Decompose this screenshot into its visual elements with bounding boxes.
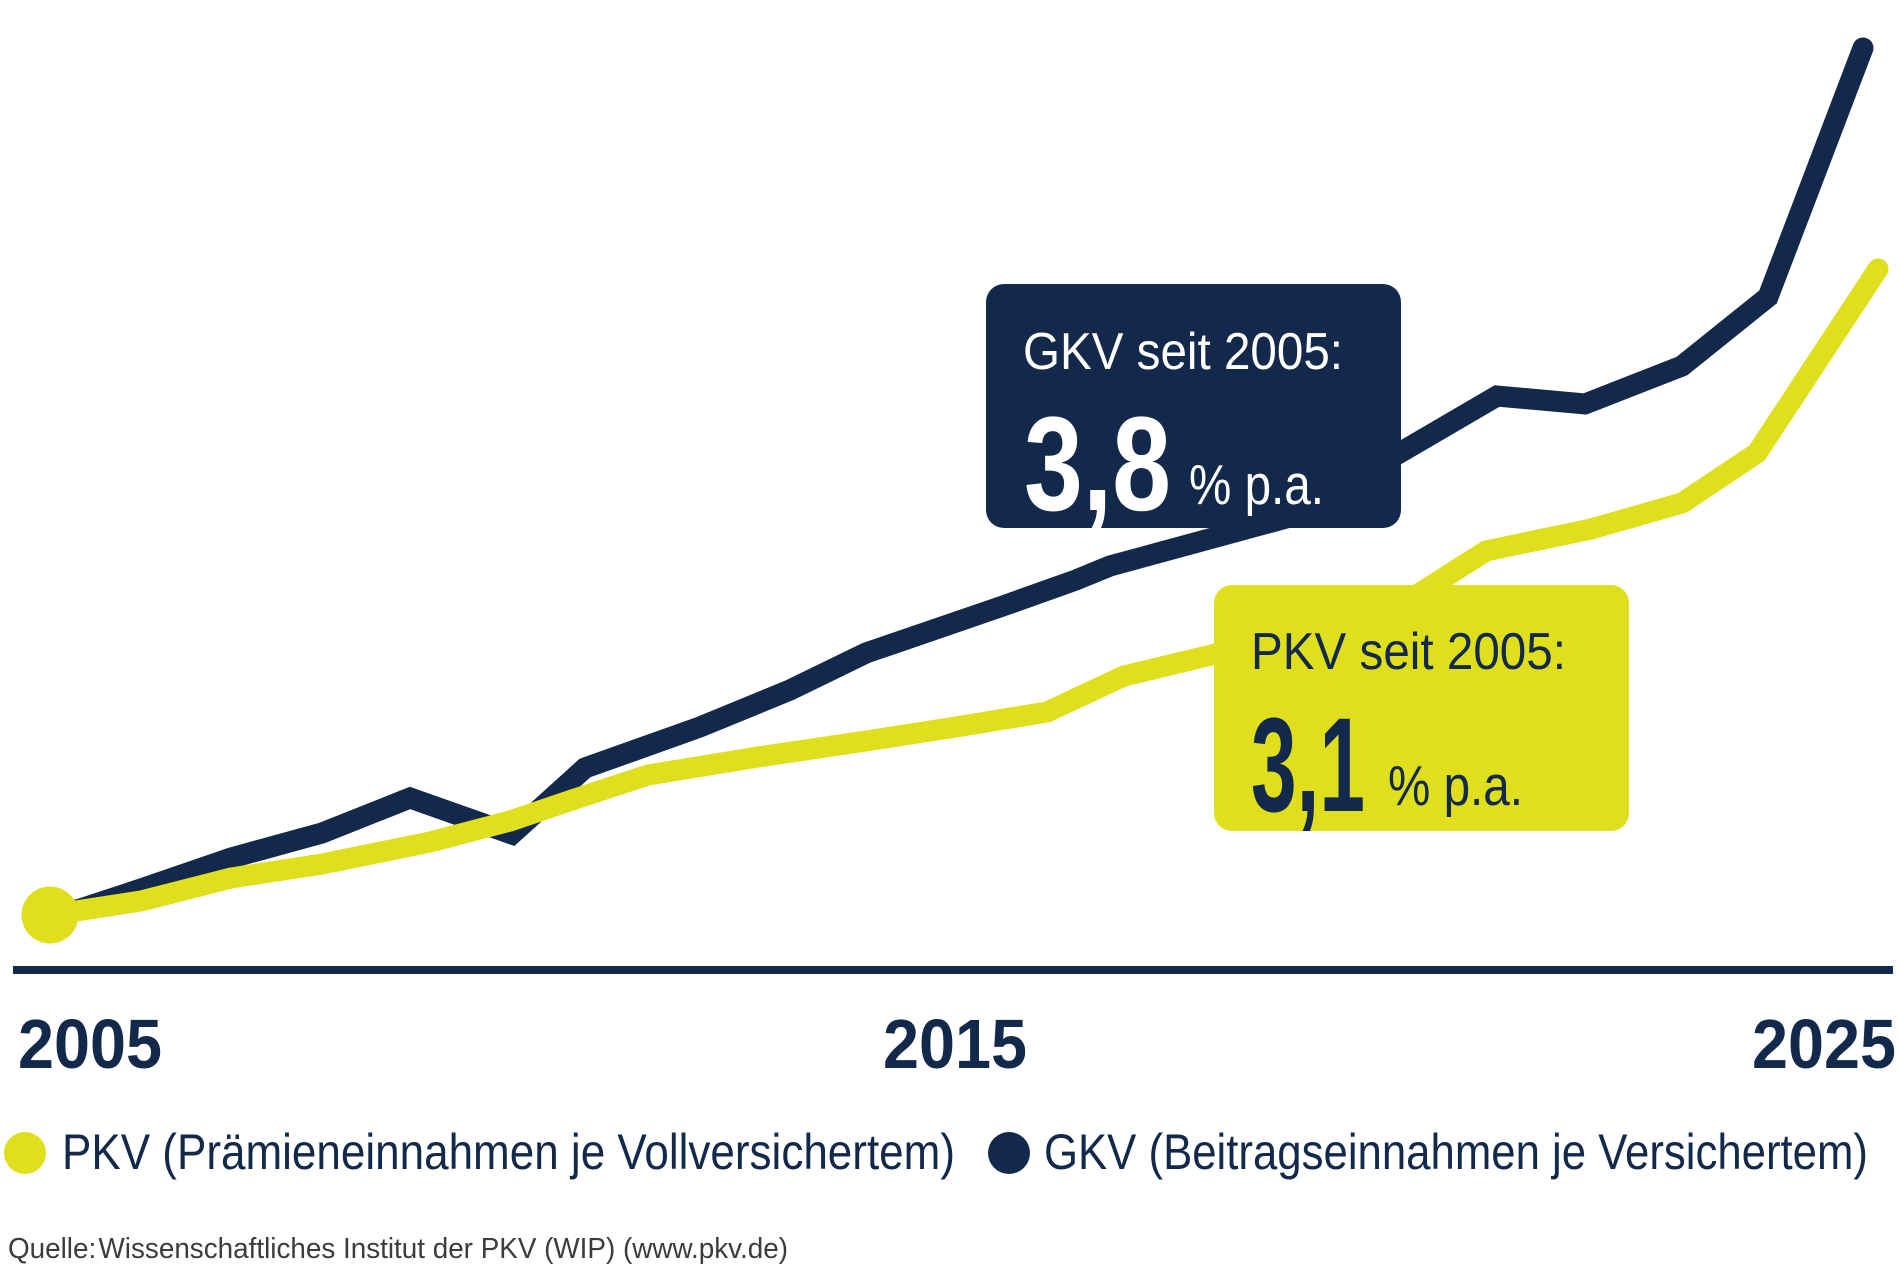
svg-text:2015: 2015 <box>883 1005 1027 1083</box>
svg-text:2005: 2005 <box>18 1005 162 1083</box>
svg-text:3,8: 3,8 <box>1024 390 1171 539</box>
svg-text:GKV seit 2005:: GKV seit 2005: <box>1023 323 1343 381</box>
svg-text:% p.a.: % p.a. <box>1189 453 1324 517</box>
svg-text:2025: 2025 <box>1752 1005 1896 1083</box>
svg-text:GKV (Beitragseinnahmen je Vers: GKV (Beitragseinnahmen je Versichertem) <box>1044 1124 1868 1180</box>
svg-text:PKV (Prämieneinnahmen je Vollv: PKV (Prämieneinnahmen je Vollversicherte… <box>62 1124 955 1180</box>
svg-text:% p.a.: % p.a. <box>1388 754 1523 818</box>
svg-text:Quelle: Wissenschaftliches Ins: Quelle: Wissenschaftliches Institut der … <box>8 1233 788 1265</box>
svg-text:3,1: 3,1 <box>1251 691 1365 840</box>
svg-text:PKV seit 2005:: PKV seit 2005: <box>1251 623 1566 681</box>
